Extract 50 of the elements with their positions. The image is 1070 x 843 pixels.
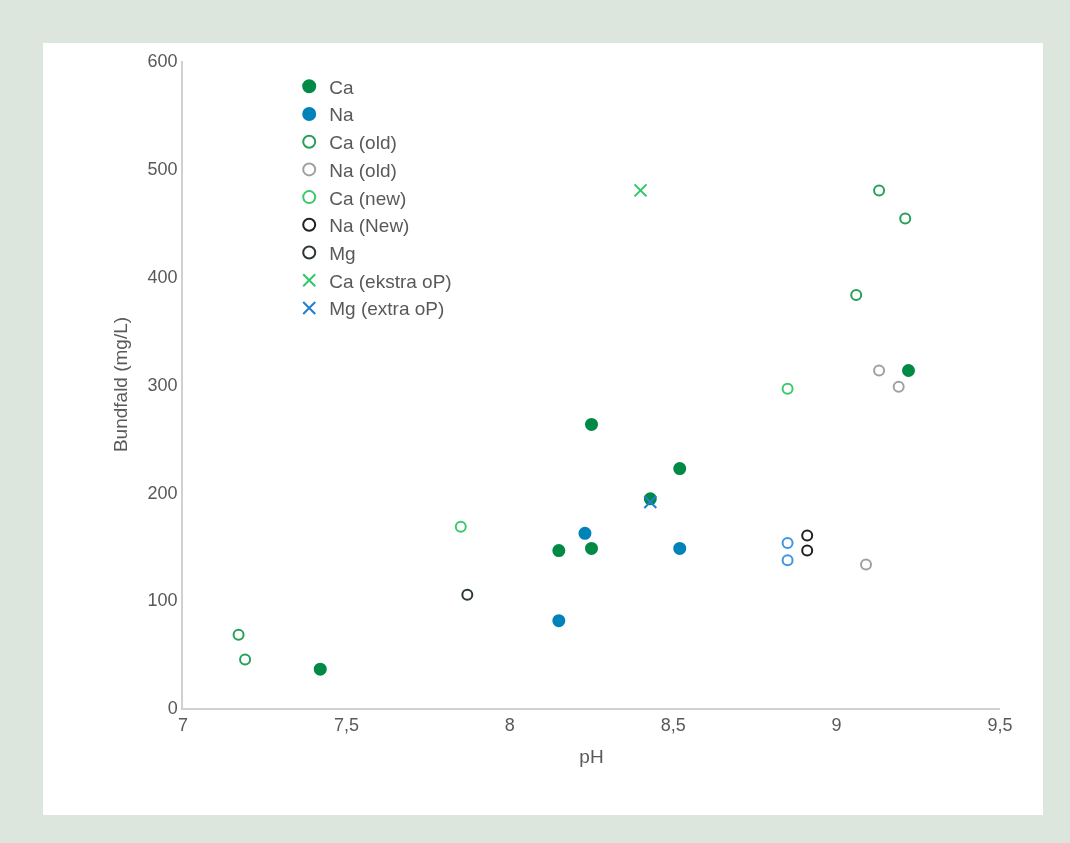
point: [673, 462, 687, 476]
legend-label: Ca (ekstra oP): [329, 270, 452, 292]
point: [850, 289, 863, 301]
point: [902, 363, 915, 377]
point: [781, 382, 794, 395]
point: [552, 614, 566, 628]
point: [892, 380, 905, 393]
legend-label: Na (old): [329, 159, 397, 181]
point: [239, 653, 252, 666]
y-tick-label: 600: [147, 51, 178, 72]
x-tick-label: 7,5: [333, 715, 359, 736]
point: [585, 417, 598, 431]
point: [873, 184, 886, 197]
y-tick-label: 200: [147, 482, 178, 503]
x-axis-title: pH: [579, 745, 604, 767]
point: [552, 544, 566, 558]
x-tick-label: 9: [831, 715, 842, 736]
legend-label: Ca (new): [329, 187, 407, 209]
point: [232, 628, 245, 641]
point: [643, 495, 658, 510]
legend-label: Na (New): [329, 215, 410, 237]
legend-label: Ca (old): [329, 132, 397, 154]
point: [781, 537, 794, 550]
y-tick-label: 0: [167, 698, 178, 719]
y-tick-label: 500: [147, 159, 178, 180]
x-tick-label: 8,5: [660, 715, 686, 736]
legend-label: Ca: [329, 76, 354, 98]
point: [585, 541, 598, 555]
point: [801, 529, 814, 542]
point: [873, 364, 886, 377]
x-tick-label: 7: [177, 715, 189, 736]
y-tick-label: 300: [147, 374, 178, 395]
point: [454, 520, 467, 533]
point: [781, 554, 794, 567]
point: [899, 212, 912, 225]
point: [801, 544, 814, 557]
legend-label: Na: [329, 104, 354, 126]
y-tick-label: 400: [147, 266, 178, 287]
y-tick-label: 100: [147, 590, 178, 611]
legend-label: Mg: [329, 242, 356, 264]
point: [313, 662, 327, 676]
point: [633, 183, 648, 198]
point: [461, 588, 474, 601]
x-tick-label: 9,5: [987, 715, 1013, 736]
point: [860, 558, 873, 571]
y-axis-title: Bundfald (mg/L): [109, 316, 131, 453]
point: [578, 526, 592, 540]
legend-label: Mg (extra oP): [329, 298, 445, 320]
point: [673, 541, 687, 555]
x-tick-label: 8: [504, 715, 515, 736]
